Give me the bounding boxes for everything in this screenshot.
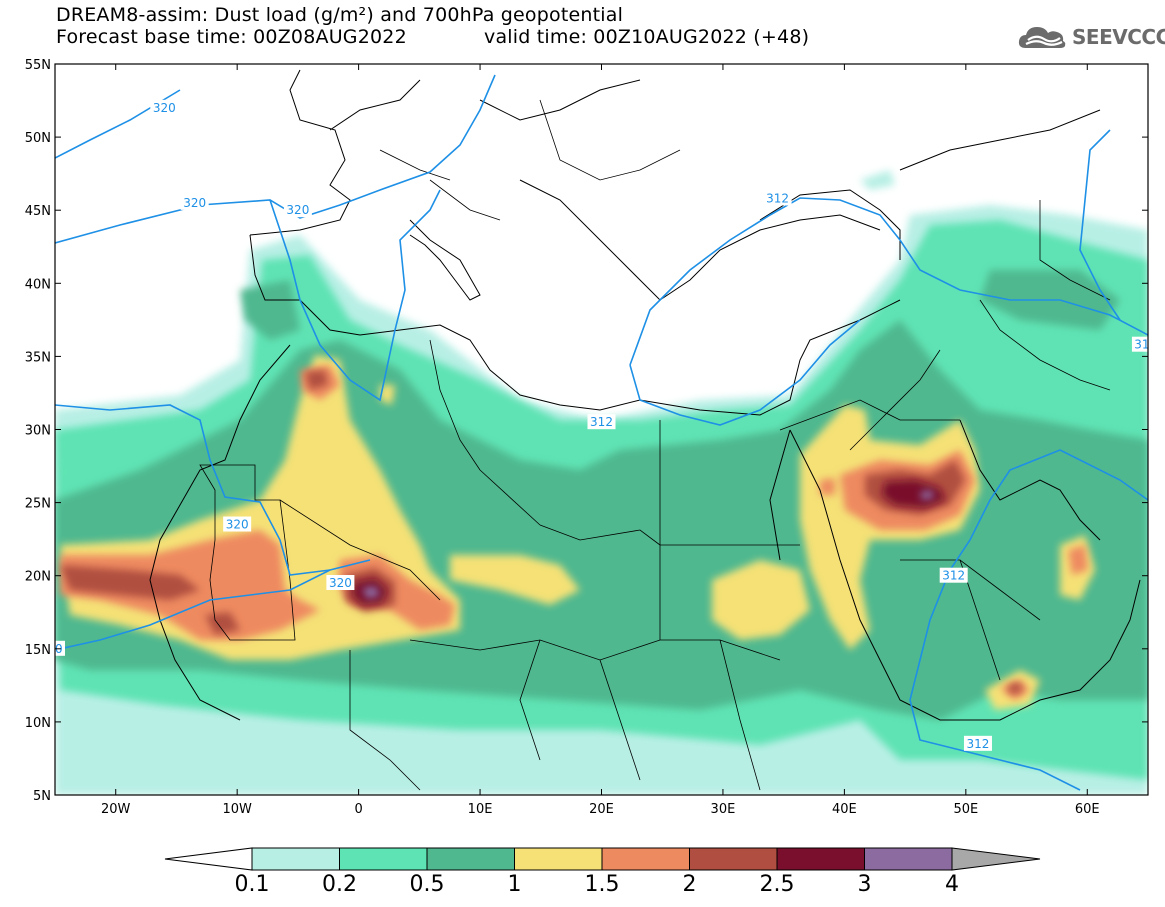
map-title: DREAM8-assim: Dust load (g/m²) and 700hP… [56, 4, 624, 26]
colorbar-swatch [514, 847, 603, 871]
colorbar-swatch [426, 847, 515, 871]
lon-labels: 20W 10W 0 10E 20E 30E 40E 50E 60E [101, 802, 1100, 817]
lat-labels: 55N 50N 45N 40N 35N 30N 25N 20N 15N 10N 5N [25, 58, 51, 804]
contour-label: 312 [942, 569, 965, 583]
lon-label: 30E [711, 802, 736, 817]
contour-label: 320 [226, 518, 249, 532]
lat-label: 10N [25, 716, 51, 731]
colorbar-swatch [251, 847, 340, 871]
colorbar-label: 0.2 [322, 872, 357, 897]
contour-label: 320 [183, 196, 206, 210]
colorbar: 0.1 0.2 0.5 1 1.5 2 2.5 3 4 [164, 847, 1041, 897]
colorbar-high-arrow [951, 847, 1041, 871]
lon-label: 20W [101, 802, 131, 817]
lon-label: 0 [354, 802, 362, 817]
colorbar-label: 2 [683, 872, 697, 897]
lon-label: 20E [589, 802, 614, 817]
lon-label: 10E [468, 802, 493, 817]
contour-label: 312 [590, 415, 613, 429]
seevccc-logo: SEEVCCC [1016, 22, 1165, 52]
country-borders [199, 99, 1111, 791]
colorbar-label: 4 [945, 872, 959, 897]
lon-label: 40E [832, 802, 857, 817]
lat-label: 50N [25, 131, 51, 146]
contour-label-bg [223, 516, 252, 532]
lon-label: 10W [222, 802, 252, 817]
logo-text: SEEVCCC [1072, 25, 1165, 49]
contour-label: 320 [153, 101, 176, 115]
base-time: Forecast base time: 00Z08AUG2022 [56, 26, 407, 48]
contour-label-bg [763, 190, 792, 206]
cloud-icon [1018, 27, 1066, 48]
colorbar-low-arrow [164, 847, 253, 871]
colorbar-swatch [864, 847, 953, 871]
colorbar-swatch [776, 847, 865, 871]
colorbar-label: 0.5 [410, 872, 445, 897]
lat-label: 35N [25, 350, 51, 365]
lat-label: 5N [33, 789, 51, 804]
lon-label: 50E [953, 802, 978, 817]
colorbar-swatch [601, 847, 690, 871]
contour-label: 320 [286, 203, 309, 217]
colorbar-swatch [689, 847, 778, 871]
colorbar-label: 1 [508, 872, 522, 897]
axis-ticks [55, 63, 1148, 796]
contour-label-bg [939, 567, 968, 583]
contour-label: 31 [1134, 338, 1149, 352]
colorbar-label: 3 [858, 872, 872, 897]
colorbar-label: 0.1 [235, 872, 270, 897]
lat-label: 25N [25, 497, 51, 512]
colorbar-label: 1.5 [585, 872, 620, 897]
contour-label: 320 [329, 576, 352, 590]
geopotential-contours [55, 74, 1148, 791]
lon-label: 60E [1075, 802, 1100, 817]
lat-label: 45N [25, 204, 51, 219]
forecast-times: Forecast base time: 00Z08AUG2022 valid ti… [56, 26, 809, 48]
coastlines [149, 69, 1141, 721]
lat-label: 15N [25, 643, 51, 658]
contour-label-bg [283, 202, 312, 218]
lat-label: 20N [25, 570, 51, 585]
colorbar-label: 2.5 [760, 872, 795, 897]
lat-label: 30N [25, 424, 51, 439]
contour-label-bg [180, 194, 209, 210]
lat-label: 55N [25, 58, 51, 73]
contour-label: 312 [967, 737, 990, 751]
valid-time: valid time: 00Z10AUG2022 (+48) [484, 26, 810, 48]
colorbar-swatch [339, 847, 428, 871]
dust-level-3 [362, 490, 934, 599]
contour-label-bg [326, 575, 355, 591]
contour-label-bg [963, 735, 992, 751]
contour-label: 312 [766, 192, 789, 206]
lat-label: 40N [25, 277, 51, 292]
contour-label-bg [587, 414, 616, 430]
contour-label-bg [150, 99, 179, 115]
contour-label-bg [1131, 336, 1148, 352]
